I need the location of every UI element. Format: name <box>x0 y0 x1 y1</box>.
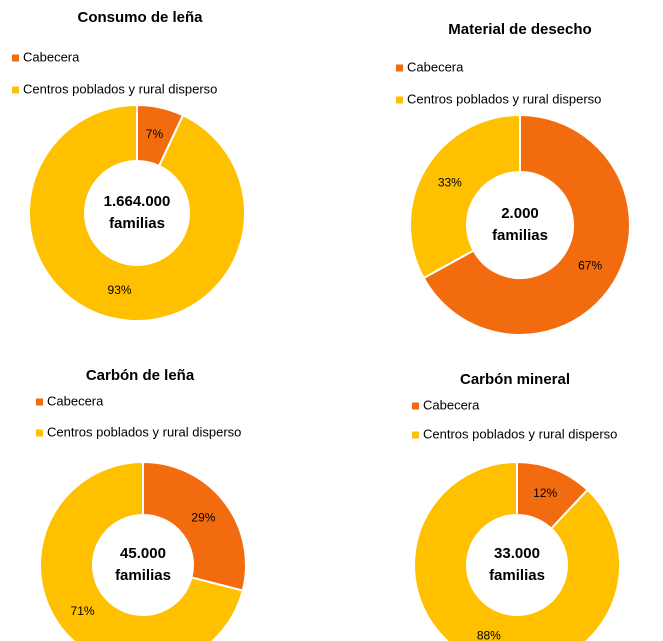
legend-swatch <box>396 96 403 104</box>
chart-title: Carbón de leña <box>86 367 195 384</box>
legend-label: Cabecera <box>47 393 104 408</box>
value-label: 67% <box>578 259 602 273</box>
center-label: familias <box>489 567 545 584</box>
donut-slice <box>28 103 246 322</box>
center-label: familias <box>492 227 548 244</box>
donut-slice <box>409 113 521 280</box>
center-label: familias <box>115 567 171 584</box>
chart-title: Consumo de leña <box>77 9 203 26</box>
legend-swatch <box>36 429 43 437</box>
legend-swatch <box>12 54 19 62</box>
center-label: 33.000 <box>494 545 540 562</box>
value-label: 93% <box>108 283 132 297</box>
center-label: 2.000 <box>501 205 539 222</box>
value-label: 71% <box>71 604 95 618</box>
legend-swatch <box>412 431 419 439</box>
legend-label: Cabecera <box>23 49 80 64</box>
legend-label: Centros poblados y rural disperso <box>423 426 617 441</box>
value-label: 29% <box>191 510 215 524</box>
donut-slice <box>422 113 631 336</box>
center-label: familias <box>109 215 165 232</box>
legend-swatch <box>12 86 19 94</box>
donut-slice <box>39 460 244 641</box>
legend-label: Centros poblados y rural disperso <box>47 424 241 439</box>
donut-slice <box>142 460 247 592</box>
legend-label: Cabecera <box>407 59 464 74</box>
legend-label: Cabecera <box>423 397 480 412</box>
legend-swatch <box>36 398 43 406</box>
value-label: 7% <box>146 127 164 141</box>
center-label: 1.664.000 <box>104 193 171 210</box>
legend-swatch <box>396 64 403 72</box>
donut-slice <box>413 460 621 641</box>
value-label: 12% <box>533 486 557 500</box>
value-label: 33% <box>438 176 462 190</box>
legend-swatch <box>412 402 419 410</box>
legend-label: Centros poblados y rural disperso <box>23 81 217 96</box>
chart-title: Material de desecho <box>448 21 591 38</box>
center-label: 45.000 <box>120 545 166 562</box>
chart-title: Carbón mineral <box>460 371 570 388</box>
value-label: 88% <box>477 628 501 641</box>
legend-label: Centros poblados y rural disperso <box>407 91 601 106</box>
